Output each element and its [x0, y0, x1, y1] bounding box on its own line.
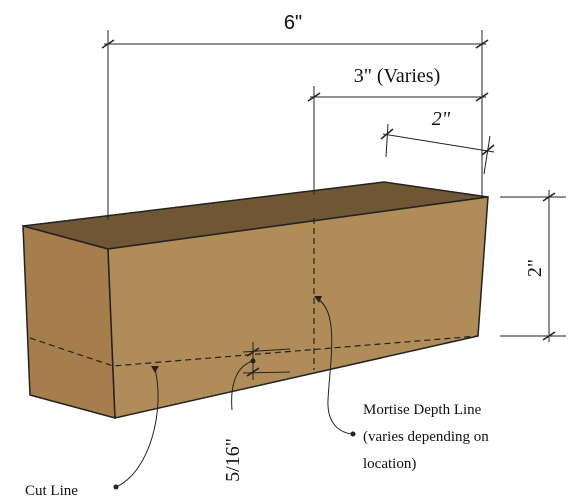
mortise-depth-line-label-2: (varies depending on — [363, 429, 489, 445]
offset-label: 5/16" — [222, 438, 244, 482]
mortise-position-label: 3" (Varies) — [354, 65, 440, 87]
dimension-mortise-width — [380, 123, 495, 175]
block-end-face — [22, 225, 116, 419]
cut-line-callout: Cut Line — [25, 366, 159, 499]
dimension-height — [500, 190, 566, 342]
cut-line-label: Cut Line — [25, 483, 78, 499]
mortise-depth-line-label-3: location) — [363, 456, 416, 472]
mortise-width-label: 2" — [432, 108, 451, 130]
dimension-mortise-position — [307, 86, 489, 195]
cut-line — [29, 335, 479, 367]
mortise-depth-callout: Mortise Depth Line (varies depending on … — [314, 296, 489, 472]
overall-length-label: 6" — [284, 12, 302, 34]
dimension-offset — [231, 342, 291, 411]
dimension-overall-length — [101, 30, 489, 220]
block — [22, 181, 489, 419]
offset-leader-dot — [250, 358, 256, 364]
height-label: 2" — [524, 259, 546, 277]
mortise-depth-line-label-1: Mortise Depth Line — [363, 402, 482, 418]
